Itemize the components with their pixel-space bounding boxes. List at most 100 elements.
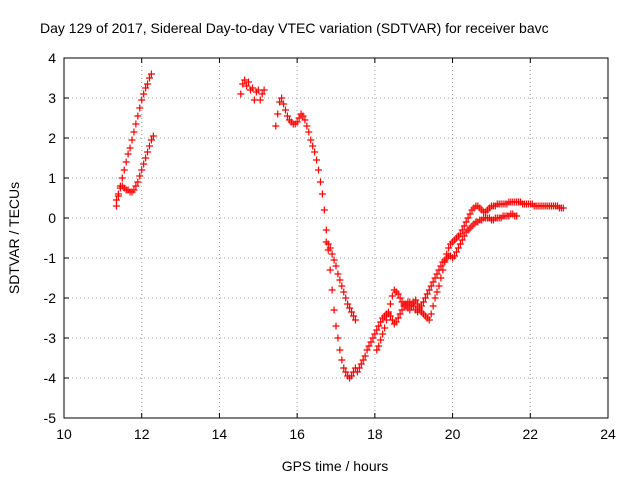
data-point [375,342,383,350]
data-point [260,86,268,94]
data-point [348,372,356,380]
data-point [326,244,334,252]
data-point [365,342,373,350]
y-axis-tick-labels: -5 -4 -3 -2 -1 0 1 2 3 4 [44,50,57,426]
data-point [134,112,142,120]
data-point [379,330,387,338]
data-point [398,306,406,314]
data-point [248,84,256,92]
series-segment-3 [272,94,359,382]
y-tick-label: 0 [48,210,56,226]
data-point [144,80,152,88]
data-point [132,120,140,128]
data-point [332,262,340,270]
data-point [281,106,289,114]
data-point [324,240,332,248]
x-tick-label: 12 [134,426,150,442]
data-point [454,244,462,252]
x-tick-label: 16 [289,426,305,442]
data-point [351,316,359,324]
data-point [464,214,472,222]
data-point [357,360,365,368]
data-point [138,166,146,174]
y-tick-label: -4 [44,370,57,386]
data-point [256,96,264,104]
data-point [328,286,336,294]
data-point [134,178,142,186]
data-point [406,306,414,314]
data-point [394,290,402,298]
data-point [367,338,375,346]
data-point [130,128,138,136]
data-point [369,334,377,342]
series-segment-2 [237,76,268,104]
x-axis-label: GPS time / hours [282,458,389,474]
data-point [559,204,567,212]
data-point [377,318,385,326]
data-point [445,244,453,252]
data-point [340,364,348,372]
data-point [328,250,336,258]
data-point [363,346,371,354]
data-point [359,356,367,364]
y-tick-label: 4 [48,50,56,66]
data-point [128,136,136,144]
data-point [140,160,148,168]
y-tick-label: 3 [48,90,56,106]
data-point [330,256,338,264]
data-point [412,296,420,304]
data-point [126,144,134,152]
data-point [336,346,344,354]
data-point [377,336,385,344]
data-point [280,100,288,108]
data-point [429,302,437,310]
data-point [396,310,404,318]
data-point [336,276,344,284]
chart-title: Day 129 of 2017, Sidereal Day-to-day VTE… [40,20,549,36]
x-tick-label: 14 [212,426,228,442]
data-point [513,212,521,220]
data-point [443,250,451,258]
x-tick-label: 24 [600,426,616,442]
data-point [136,172,144,180]
data-point [458,226,466,234]
data-point [340,288,348,296]
data-point [303,122,311,130]
y-tick-label: 2 [48,130,56,146]
data-point [456,240,464,248]
data-point [355,364,363,372]
data-point [322,226,330,234]
data-point [383,316,391,324]
data-point [293,118,301,126]
data-point [423,290,431,298]
data-point [301,116,309,124]
data-point [138,96,146,104]
data-point [435,282,443,290]
data-point [425,286,433,294]
data-point [112,196,120,204]
data-point [433,288,441,296]
data-point [145,74,153,82]
data-point [315,166,323,174]
data-point [456,230,464,238]
data-point [429,278,437,286]
data-point [452,248,460,256]
data-point [313,156,321,164]
data-point [283,112,291,120]
data-point [243,82,251,90]
data-point [272,122,280,130]
data-point [342,294,350,302]
data-point [278,94,286,102]
data-point [392,318,400,326]
data-point [441,258,449,266]
data-point [140,90,148,98]
data-point [437,274,445,282]
data-point [419,298,427,306]
data-point [305,128,313,136]
data-point [344,300,352,308]
x-tick-label: 20 [445,426,461,442]
data-point [408,302,416,310]
data-point [458,236,466,244]
data-point [373,326,381,334]
